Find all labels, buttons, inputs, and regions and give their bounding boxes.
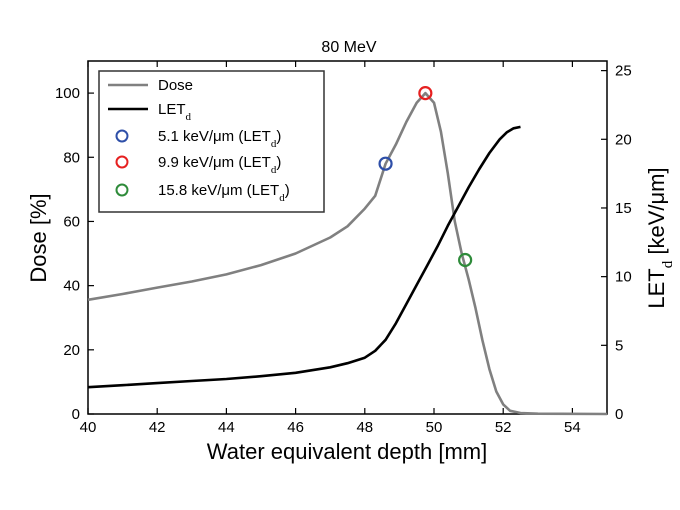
dose-line	[87, 91, 608, 416]
y-tick-label: 80	[63, 149, 80, 166]
legend-letd-label: LETd	[158, 101, 192, 123]
legend-marker-blue-label: 5.1 keV/μm (LETd)	[158, 128, 281, 150]
legend-marker-red-end: )	[276, 154, 281, 171]
marker-point-2	[458, 252, 473, 268]
y2-tick-label: 15	[615, 200, 632, 217]
y2-axis-label-unit: [keV/μm]	[644, 167, 669, 260]
marker-point-0	[378, 156, 393, 171]
legend-marker-green-end: )	[285, 182, 290, 199]
x-axis-label: Water equivalent depth [mm]	[207, 439, 487, 464]
y2-tick-label: 5	[615, 337, 623, 354]
legend: Dose LETd 5.1 keV/μm (LETd) 9.9 keV/μm (…	[98, 70, 325, 213]
y2-tick-label: 10	[615, 269, 632, 286]
x-tick-label: 50	[426, 419, 443, 436]
legend-marker-blue-main: 5.1 keV/μm (LET	[158, 128, 271, 145]
y2-tick-label: 25	[615, 63, 632, 80]
marker-layer	[378, 85, 473, 268]
x-tick-label: 48	[356, 419, 373, 436]
y-tick-label: 0	[72, 406, 80, 423]
y-axis-left: 0 20 40 60 80 100	[55, 85, 94, 423]
legend-marker-red-main: 9.9 keV/μm (LET	[158, 154, 271, 171]
y-tick-label: 60	[63, 213, 80, 230]
legend-marker-blue	[115, 129, 129, 143]
y-tick-label: 20	[63, 342, 80, 359]
y2-axis-label-main: LET	[644, 268, 669, 308]
y-tick-label: 100	[55, 85, 80, 102]
y-axis-right: 0 5 10 15 20 25	[601, 63, 632, 423]
legend-dose-label: Dose	[158, 77, 193, 94]
x-tick-label: 52	[495, 419, 512, 436]
chart-title: 80 MeV	[321, 39, 376, 56]
y-axis-label: Dose [%]	[26, 193, 51, 282]
legend-marker-red-label: 9.9 keV/μm (LETd)	[158, 154, 281, 176]
legend-marker-blue-sub: d	[271, 138, 277, 150]
x-tick-label: 42	[149, 419, 166, 436]
x-tick-label: 44	[218, 419, 235, 436]
x-tick-label: 54	[564, 419, 581, 436]
series-layer	[87, 91, 608, 416]
y2-tick-label: 0	[615, 406, 623, 423]
x-tick-label: 46	[287, 419, 304, 436]
legend-marker-green-label: 15.8 keV/μm (LETd)	[158, 182, 290, 204]
legend-marker-blue-end: )	[276, 128, 281, 145]
y2-axis-label: LETd [keV/μm]	[644, 167, 676, 308]
legend-letd-main: LET	[158, 101, 186, 118]
legend-marker-red	[115, 155, 129, 169]
y2-axis-label-sub: d	[660, 260, 676, 268]
legend-letd-sub: d	[186, 111, 192, 123]
legend-marker-green-main: 15.8 keV/μm (LET	[158, 182, 279, 199]
x-axis: 40 42 44 46 48 50 52 54	[80, 61, 581, 436]
x-tick-label: 40	[80, 419, 97, 436]
legend-marker-red-sub: d	[271, 164, 277, 176]
legend-box	[98, 70, 325, 213]
y-tick-label: 40	[63, 278, 80, 295]
legend-marker-green	[115, 183, 129, 197]
marker-point-1	[418, 85, 433, 101]
legend-marker-green-sub: d	[279, 192, 285, 204]
letd-line	[87, 125, 521, 389]
y2-tick-label: 20	[615, 131, 632, 148]
